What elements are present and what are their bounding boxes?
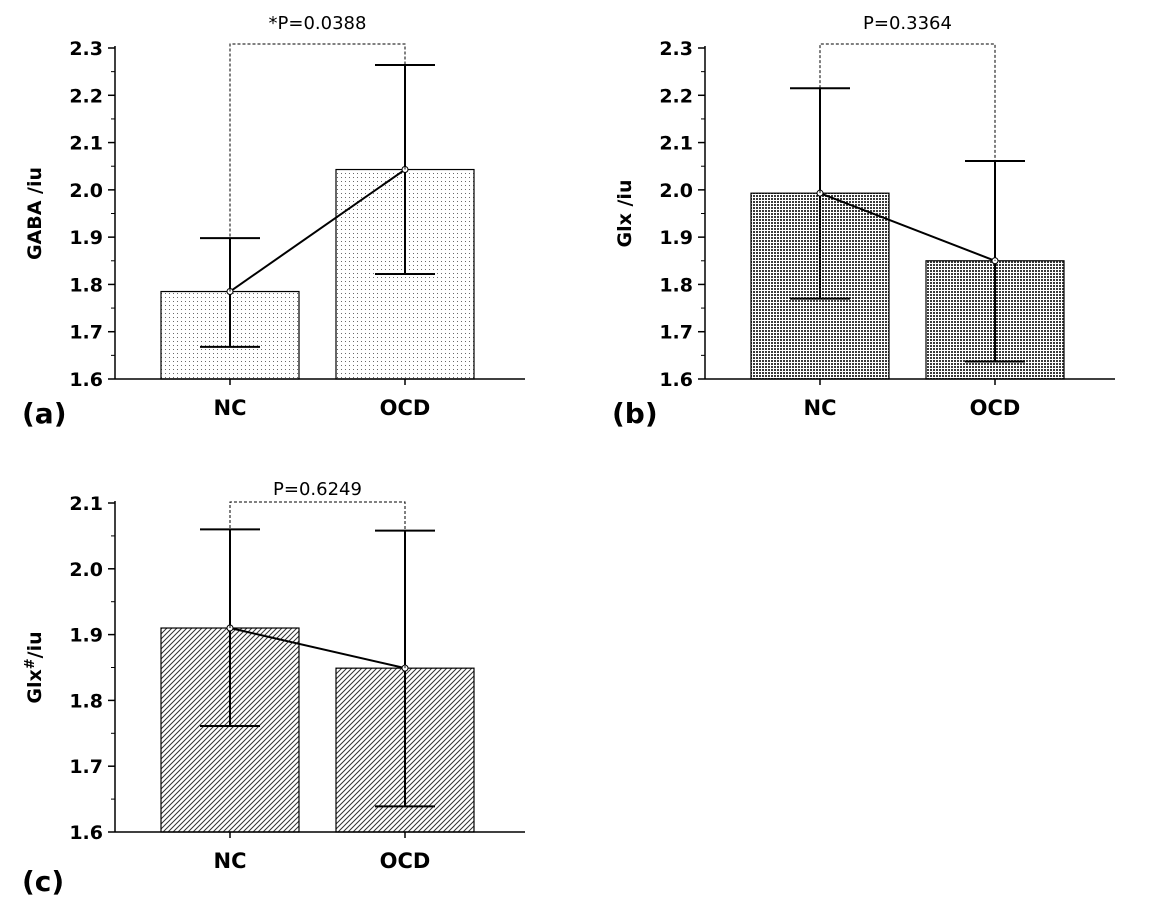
chart-panel-2: P=0.3364 1.6 1.7 1.8 1.9 2.0 2.1 2.2 2.3 NC OCD Glx… [612,13,1115,430]
chart-panel-3: P=0.6249 1.6 1.7 1.8 1.9 2.0 2.1 NC OCD Glx#/iu (c… [22,479,525,898]
x-tick-label: OCD [970,396,1021,420]
y-tick-label: 2.1 [659,133,693,155]
y-axis-label: Glx /iu [614,180,636,248]
y-tick-label: 2.2 [69,85,103,107]
y-tick-label: 1.9 [659,227,693,249]
p-value-label: P=0.6249 [273,479,362,500]
y-tick-label: 1.7 [69,756,103,778]
panel-label: (c) [22,865,64,898]
y-tick-label: 2.1 [69,133,103,155]
x-tick-label: NC [804,396,837,420]
p-value-label: P=0.3364 [863,13,952,34]
y-tick-label: 1.8 [69,690,103,712]
y-tick-label: 2.3 [69,38,103,60]
y-tick-label: 1.7 [69,322,103,344]
significance-bracket [819,43,996,261]
y-tick-label: 2.0 [69,559,103,581]
y-tick-label: 2.2 [659,85,693,107]
significance-bracket [229,43,406,292]
panel-label: (a) [22,397,67,430]
chart-panel-1: *P=0.0388 1.6 1.7 1.8 1.9 2.0 2.1 2.2 2.3 NC OCD GA… [22,13,525,430]
y-tick-label: 2.1 [69,493,103,515]
y-axis-label-unit: /iu [24,631,46,658]
y-tick-label: 2.0 [69,180,103,202]
y-tick-label: 1.8 [69,274,103,296]
panel-label: (b) [612,397,658,430]
y-tick-label: 1.6 [659,369,693,391]
y-axis-label-superscript: # [23,658,38,669]
y-axis-label: Glx#/iu [23,631,46,703]
p-value-label: *P=0.0388 [269,13,367,34]
mean-line [229,168,406,293]
y-tick-label: 1.6 [69,369,103,391]
x-tick-label: OCD [380,396,431,420]
x-tick-label: NC [214,396,247,420]
y-tick-label: 2.0 [659,180,693,202]
y-tick-label: 1.9 [69,227,103,249]
y-axis-label: GABA /iu [24,167,46,260]
x-tick-label: OCD [380,849,431,873]
y-tick-label: 1.9 [69,625,103,647]
mean-line [819,192,996,262]
y-tick-label: 2.3 [659,38,693,60]
y-tick-label: 1.7 [659,322,693,344]
y-tick-label: 1.8 [659,274,693,296]
y-tick-label: 1.6 [69,822,103,844]
mean-line [229,627,406,670]
x-tick-label: NC [214,849,247,873]
